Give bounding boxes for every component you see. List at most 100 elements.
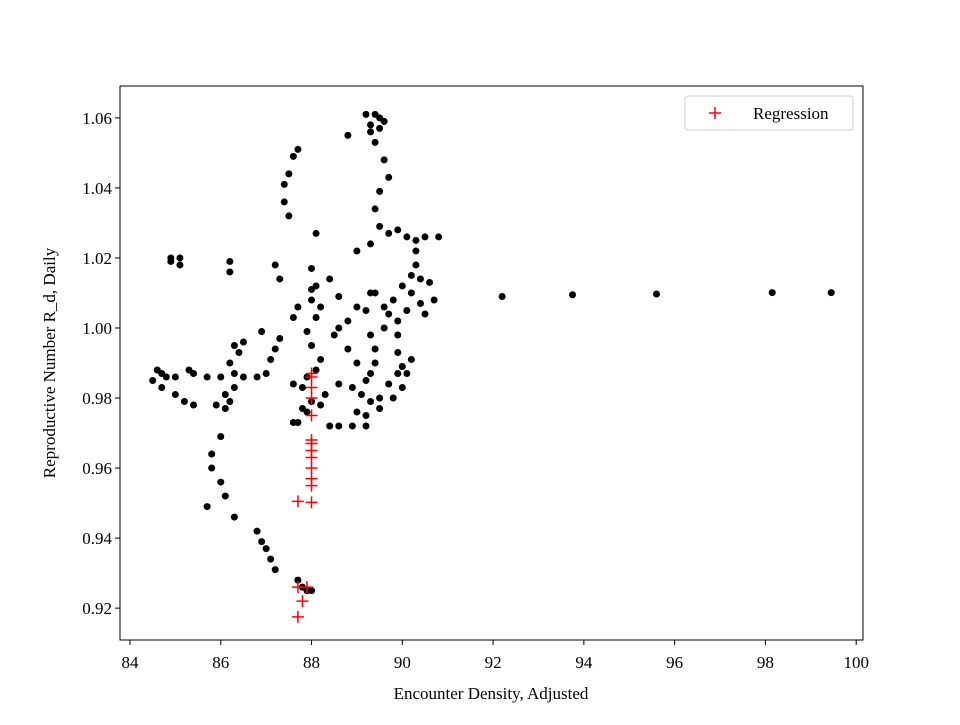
data-point [298, 384, 306, 392]
y-tick-label: 1.04 [82, 179, 112, 198]
data-point [171, 373, 179, 381]
data-point [335, 422, 343, 430]
data-point [376, 405, 384, 413]
data-point [326, 275, 334, 283]
data-point [394, 331, 402, 339]
data-point [335, 292, 343, 300]
data-point [291, 495, 304, 508]
data-point [367, 240, 375, 248]
data-point [276, 334, 284, 342]
data-point [416, 275, 424, 283]
data-point [226, 268, 234, 276]
data-point [167, 257, 175, 265]
data-point [185, 366, 193, 374]
legend-label: Regression [753, 104, 829, 123]
data-point [305, 434, 318, 447]
data-point [230, 370, 238, 378]
data-point [276, 275, 284, 283]
data-point [230, 341, 238, 349]
data-point [312, 313, 320, 321]
data-point [176, 261, 184, 269]
data-point [389, 394, 397, 402]
data-point [271, 345, 279, 353]
data-point [190, 401, 198, 409]
x-tick-label: 92 [485, 653, 502, 672]
data-point [367, 128, 375, 136]
data-point [376, 124, 384, 132]
data-point [267, 555, 275, 563]
data-point [308, 264, 316, 272]
data-point [421, 310, 429, 318]
data-point [652, 290, 660, 298]
data-point [239, 338, 247, 346]
data-point [203, 373, 211, 381]
data-point [149, 377, 157, 385]
data-point [407, 271, 415, 279]
data-point [330, 331, 338, 339]
data-point [230, 513, 238, 521]
data-point [217, 478, 225, 486]
y-tick-label: 0.98 [82, 389, 112, 408]
data-point [353, 247, 361, 255]
data-point [235, 348, 243, 356]
data-point [298, 405, 306, 413]
y-tick-label: 0.96 [82, 459, 112, 478]
data-point [353, 408, 361, 416]
data-point [212, 401, 220, 409]
data-point [226, 398, 234, 406]
data-point [317, 303, 325, 311]
data-point [326, 422, 334, 430]
data-point [344, 345, 352, 353]
data-point [403, 233, 411, 241]
data-point [208, 450, 216, 458]
data-point [362, 412, 370, 420]
data-point [430, 296, 438, 304]
legend-marker [709, 107, 721, 119]
data-point [300, 581, 313, 594]
data-point [226, 257, 234, 265]
data-point [226, 359, 234, 367]
data-point [305, 472, 318, 485]
data-point [262, 370, 270, 378]
data-point [303, 327, 311, 335]
data-point [305, 462, 318, 475]
x-tick-label: 88 [303, 653, 320, 672]
data-point [394, 317, 402, 325]
data-point [569, 291, 577, 299]
y-tick-label: 1.02 [82, 249, 112, 268]
data-point [371, 205, 379, 213]
data-point [171, 391, 179, 399]
legend: Regression [684, 95, 854, 131]
data-point [217, 373, 225, 381]
data-point [321, 391, 329, 399]
data-point [380, 156, 388, 164]
data-point [367, 398, 375, 406]
data-point [258, 538, 266, 546]
data-point [385, 173, 393, 181]
data-point [380, 117, 388, 125]
data-point [394, 226, 402, 234]
data-point [271, 261, 279, 269]
y-tick-label: 1.06 [82, 109, 112, 128]
data-point [344, 131, 352, 139]
x-tick-label: 96 [666, 653, 683, 672]
data-point [348, 384, 356, 392]
data-point [380, 324, 388, 332]
data-point [407, 289, 415, 297]
data-point [435, 233, 443, 241]
legend-box [684, 95, 854, 131]
data-point [367, 370, 375, 378]
y-tick-label: 0.94 [82, 529, 112, 548]
data-point [367, 331, 375, 339]
data-point [376, 187, 384, 195]
data-point [221, 492, 229, 500]
data-point [394, 370, 402, 378]
data-point [285, 170, 293, 178]
data-point [403, 306, 411, 314]
x-tick-label: 90 [394, 653, 411, 672]
data-point [376, 394, 384, 402]
data-point [262, 545, 270, 553]
data-point [380, 303, 388, 311]
data-point [280, 180, 288, 188]
data-point [371, 359, 379, 367]
